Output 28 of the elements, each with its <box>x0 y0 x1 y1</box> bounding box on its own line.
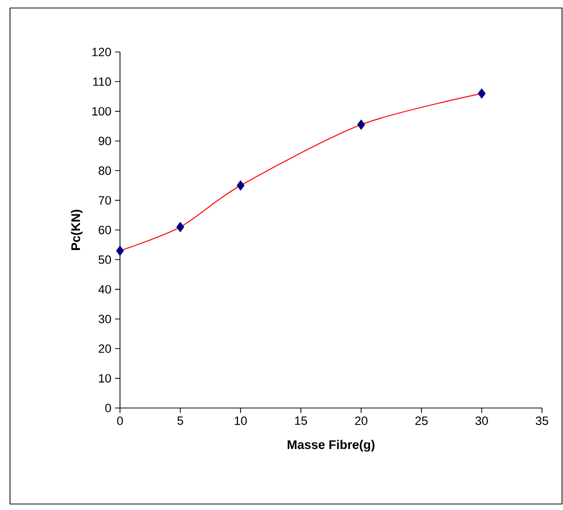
point <box>357 119 366 130</box>
y-tick-label: 110 <box>93 77 112 86</box>
y-tick-label: 70 <box>98 196 112 205</box>
y-axis-title: Pc(KN) <box>70 210 83 250</box>
y-tick-label: 10 <box>99 374 112 383</box>
x-tick-label: 15 <box>295 416 308 425</box>
point <box>176 222 184 232</box>
y-tick-label: 120 <box>92 48 111 56</box>
y-tick-label: 40 <box>98 285 112 294</box>
x-tick-label: 25 <box>415 416 428 426</box>
y-tick-label: 60 <box>98 226 112 234</box>
point <box>478 88 486 99</box>
y-tick-label: 80 <box>98 166 112 175</box>
x-axis-title: Masse Fibre(g) <box>288 440 374 452</box>
x-tick-label: 30 <box>475 416 488 426</box>
y-tick-label: 30 <box>98 314 112 324</box>
x-tick-label: 5 <box>177 416 184 425</box>
x-tick-label: 20 <box>355 416 368 426</box>
y-tick-label: 0 <box>105 404 112 412</box>
y-tick-label: 50 <box>98 255 112 264</box>
y-tick-label: 20 <box>98 344 112 353</box>
x-tick-label: 10 <box>234 416 247 426</box>
x-tick-label: 35 <box>536 416 548 426</box>
point <box>236 180 245 191</box>
x-tick-label: 0 <box>117 416 123 426</box>
point <box>116 246 124 256</box>
y-tick-label: 90 <box>98 136 112 146</box>
y-tick-label: 100 <box>92 107 111 116</box>
